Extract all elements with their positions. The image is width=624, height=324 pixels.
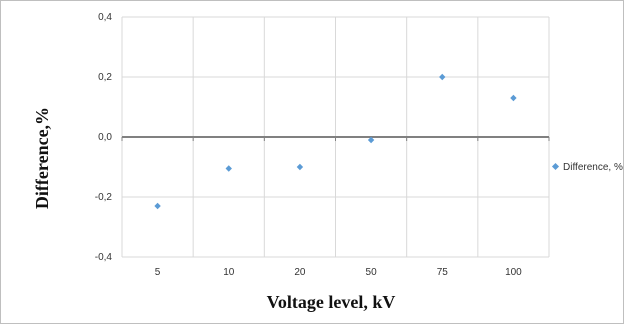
legend-marker	[551, 162, 560, 171]
data-point	[439, 73, 446, 81]
y-tick-label: 0,0	[98, 132, 112, 143]
data-point	[154, 202, 161, 210]
y-tick-labels: 0,4 0,2 0,0 -0,2 -0,4	[95, 12, 113, 263]
legend: Difference, %	[551, 162, 623, 173]
x-tick-label: 5	[155, 267, 161, 278]
data-point	[296, 163, 304, 171]
y-tick-label: 0,4	[98, 12, 112, 23]
x-tick-label: 75	[437, 267, 449, 278]
y-tick-label: -0,4	[95, 252, 113, 263]
data-points	[154, 73, 517, 210]
data-point	[367, 136, 375, 144]
zero-axis	[121, 136, 550, 141]
y-tick-label: 0,2	[98, 72, 112, 83]
x-axis-title: Voltage level, kV	[267, 292, 396, 312]
x-tick-labels: 5 10 20 50 75 100	[155, 267, 522, 278]
x-tick-label: 10	[223, 267, 235, 278]
legend-label: Difference, %	[563, 162, 623, 173]
x-tick-label: 20	[294, 267, 306, 278]
y-axis-title: Difference,%	[32, 107, 52, 209]
data-point	[510, 94, 517, 102]
x-tick-label: 50	[366, 267, 378, 278]
data-point	[225, 165, 232, 172]
y-tick-label: -0,2	[95, 192, 113, 203]
x-tick-label: 100	[505, 267, 522, 278]
